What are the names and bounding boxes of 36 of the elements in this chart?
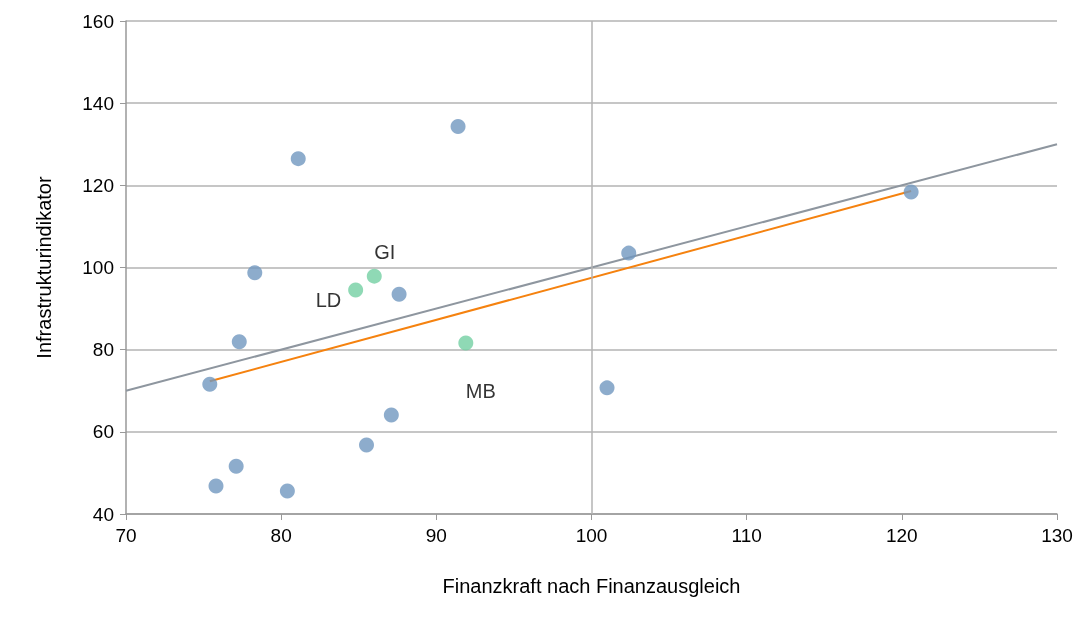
y-tick-label: 140 xyxy=(82,92,114,114)
x-tick-label: 80 xyxy=(270,525,292,546)
point xyxy=(202,376,218,392)
point xyxy=(366,268,382,284)
x-tick-label: 70 xyxy=(115,525,137,546)
point xyxy=(903,184,919,200)
point xyxy=(231,334,247,350)
point xyxy=(348,282,364,298)
y-tick-label: 120 xyxy=(82,174,114,196)
x-tick-label: 130 xyxy=(1041,525,1073,546)
point xyxy=(247,265,263,281)
point xyxy=(208,478,224,494)
y-tick-label: 160 xyxy=(82,10,114,32)
x-tick-label: 90 xyxy=(425,525,447,546)
point xyxy=(383,407,399,423)
y-tick-label: 40 xyxy=(92,503,114,525)
annotation: GI xyxy=(374,241,396,264)
y-tick-label: 80 xyxy=(92,339,114,361)
point xyxy=(458,335,474,351)
point xyxy=(290,151,306,167)
point xyxy=(391,286,407,302)
point xyxy=(599,380,615,396)
point xyxy=(359,437,375,453)
point xyxy=(621,245,637,261)
annotation: LD xyxy=(315,289,342,312)
y-tick-label: 100 xyxy=(82,257,114,278)
point xyxy=(228,458,244,474)
x-tick-label: 120 xyxy=(885,525,918,546)
x-tick-label: 100 xyxy=(575,525,608,546)
point xyxy=(450,119,466,135)
annotation: MB xyxy=(465,380,496,403)
point xyxy=(279,483,295,499)
x-tick-label: 110 xyxy=(731,525,762,546)
y-tick-label: 60 xyxy=(92,421,114,443)
x-axis-title: Finanzkraft nach Finanzausgleich xyxy=(442,575,741,597)
y-axis-title: Infrastrukturindikator xyxy=(33,176,55,359)
